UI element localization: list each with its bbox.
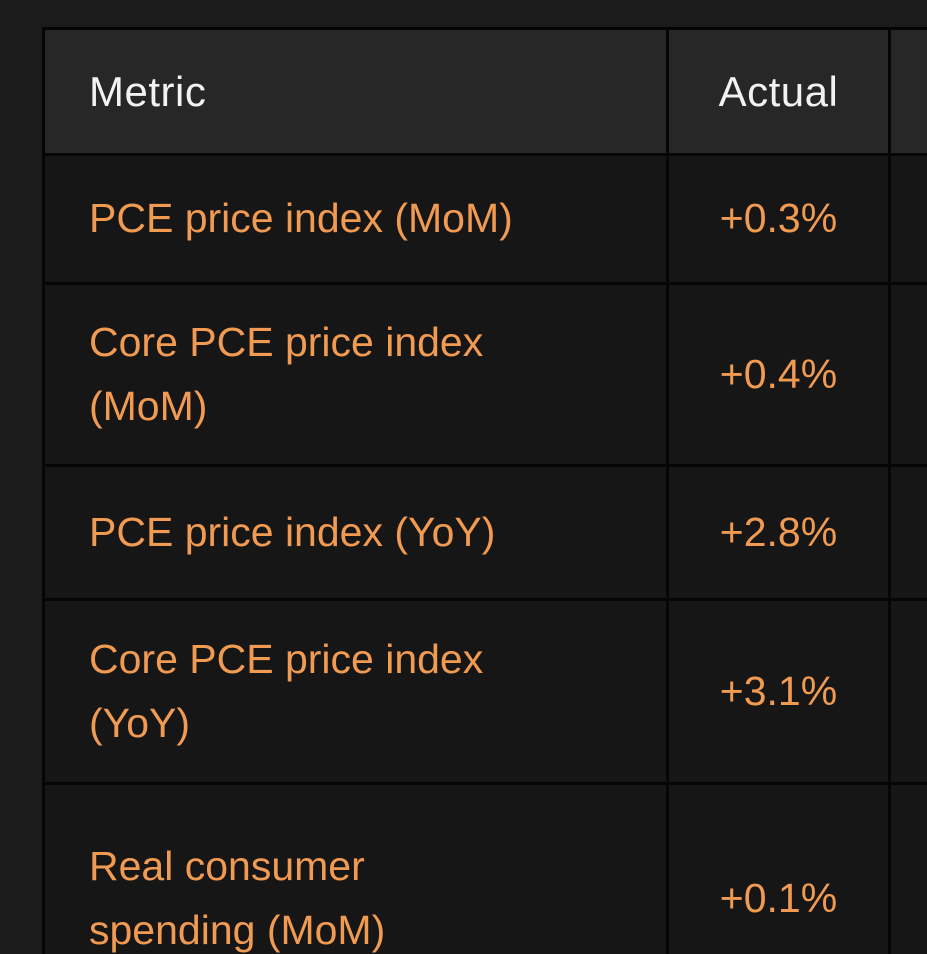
table-body: PCE price index (MoM) +0.3% Core PCE pri…: [42, 153, 927, 954]
actual-value-cell: +0.1%: [666, 782, 891, 954]
actual-value-cell: +2.8%: [666, 464, 891, 601]
table-row: PCE price index (YoY) +2.8%: [42, 464, 927, 601]
header-row: Metric Actual: [42, 27, 927, 156]
metric-cell: Core PCE price index (YoY): [42, 598, 669, 785]
cutoff-cell: [888, 598, 927, 785]
column-header-metric: Metric: [42, 27, 669, 156]
column-header-actual: Actual: [666, 27, 891, 156]
cutoff-cell: [888, 464, 927, 601]
cutoff-cell: [888, 153, 927, 285]
actual-value-cell: +0.3%: [666, 153, 891, 285]
table-header: Metric Actual: [42, 27, 927, 156]
column-header-cutoff: [888, 27, 927, 156]
metric-cell: Real consumer spending (MoM): [42, 782, 669, 954]
cutoff-cell: [888, 782, 927, 954]
metric-cell: PCE price index (YoY): [42, 464, 669, 601]
table-row: Real consumer spending (MoM) +0.1%: [42, 782, 927, 954]
table-row: Core PCE price index (MoM) +0.4%: [42, 282, 927, 467]
actual-value-cell: +0.4%: [666, 282, 891, 467]
metric-cell: Core PCE price index (MoM): [42, 282, 669, 467]
metrics-table: Metric Actual PCE price index (MoM) +0.3…: [42, 27, 927, 954]
metric-cell: PCE price index (MoM): [42, 153, 669, 285]
table-row: PCE price index (MoM) +0.3%: [42, 153, 927, 285]
cutoff-cell: [888, 282, 927, 467]
table-row: Core PCE price index (YoY) +3.1%: [42, 598, 927, 785]
actual-value-cell: +3.1%: [666, 598, 891, 785]
